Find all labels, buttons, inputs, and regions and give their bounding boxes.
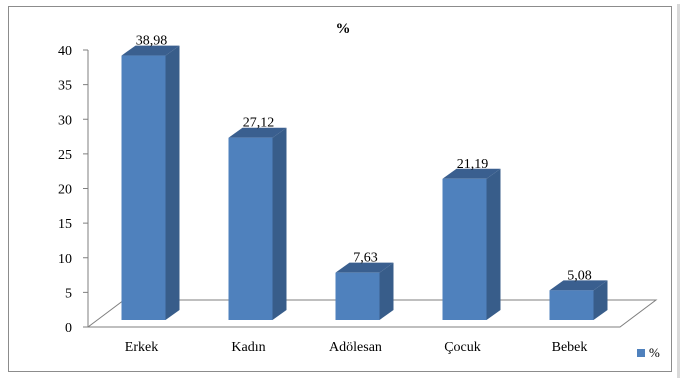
- data-label: 27,12: [243, 116, 275, 131]
- legend: %: [637, 345, 660, 360]
- y-tick-label: 25: [58, 148, 72, 163]
- data-label: 7,63: [353, 251, 378, 266]
- bar-side: [486, 168, 501, 320]
- x-tick-label: Bebek: [552, 340, 588, 355]
- legend-swatch: [637, 349, 645, 357]
- bar-front: [442, 178, 487, 320]
- window-edge: [677, 4, 680, 378]
- bar-top: [442, 168, 501, 179]
- bar-top: [549, 280, 608, 291]
- bar-side: [165, 45, 180, 320]
- data-label: 21,19: [457, 157, 489, 172]
- data-labels: 38,98 27,12 7,63 21,19 5,08: [136, 34, 592, 284]
- x-axis: Erkek Kadın Adölesan Çocuk Bebek: [125, 340, 588, 355]
- y-axis: 0 5 10 15 20 25 30 35 40: [58, 44, 89, 336]
- x-tick-label: Erkek: [125, 340, 158, 355]
- y-tick-label: 0: [65, 321, 72, 336]
- bar-front: [228, 137, 273, 320]
- y-tick-label: 10: [58, 252, 72, 267]
- chart-floor: [86, 299, 658, 328]
- chart-floor-outline: [86, 299, 658, 328]
- bar-top: [228, 127, 287, 138]
- bar-front: [549, 290, 594, 320]
- x-tick-label: Çocuk: [444, 340, 481, 355]
- y-tick-label: 5: [65, 286, 72, 301]
- legend-label: %: [649, 345, 660, 360]
- bar-top: [121, 45, 180, 56]
- bar: [335, 262, 394, 320]
- bar-front: [121, 55, 166, 320]
- bar: [121, 45, 180, 320]
- data-label: 5,08: [567, 268, 592, 283]
- y-tick-label: 30: [58, 113, 72, 128]
- y-tick-label: 20: [58, 183, 72, 198]
- bar-top: [335, 262, 394, 273]
- bar-front: [335, 272, 380, 320]
- y-tick-label: 15: [58, 217, 72, 232]
- bars: [121, 45, 608, 320]
- y-tick-label: 35: [58, 79, 72, 94]
- y-tick-label: 40: [58, 44, 72, 59]
- bar: [442, 168, 501, 320]
- bar-side: [593, 280, 608, 320]
- bar: [228, 127, 287, 320]
- chart-title: %: [336, 21, 351, 37]
- x-tick-label: Adölesan: [329, 340, 382, 355]
- x-tick-label: Kadın: [231, 340, 265, 355]
- bar: [549, 280, 608, 320]
- bar-side: [272, 127, 287, 320]
- bar-side: [379, 262, 394, 320]
- data-label: 38,98: [136, 34, 168, 49]
